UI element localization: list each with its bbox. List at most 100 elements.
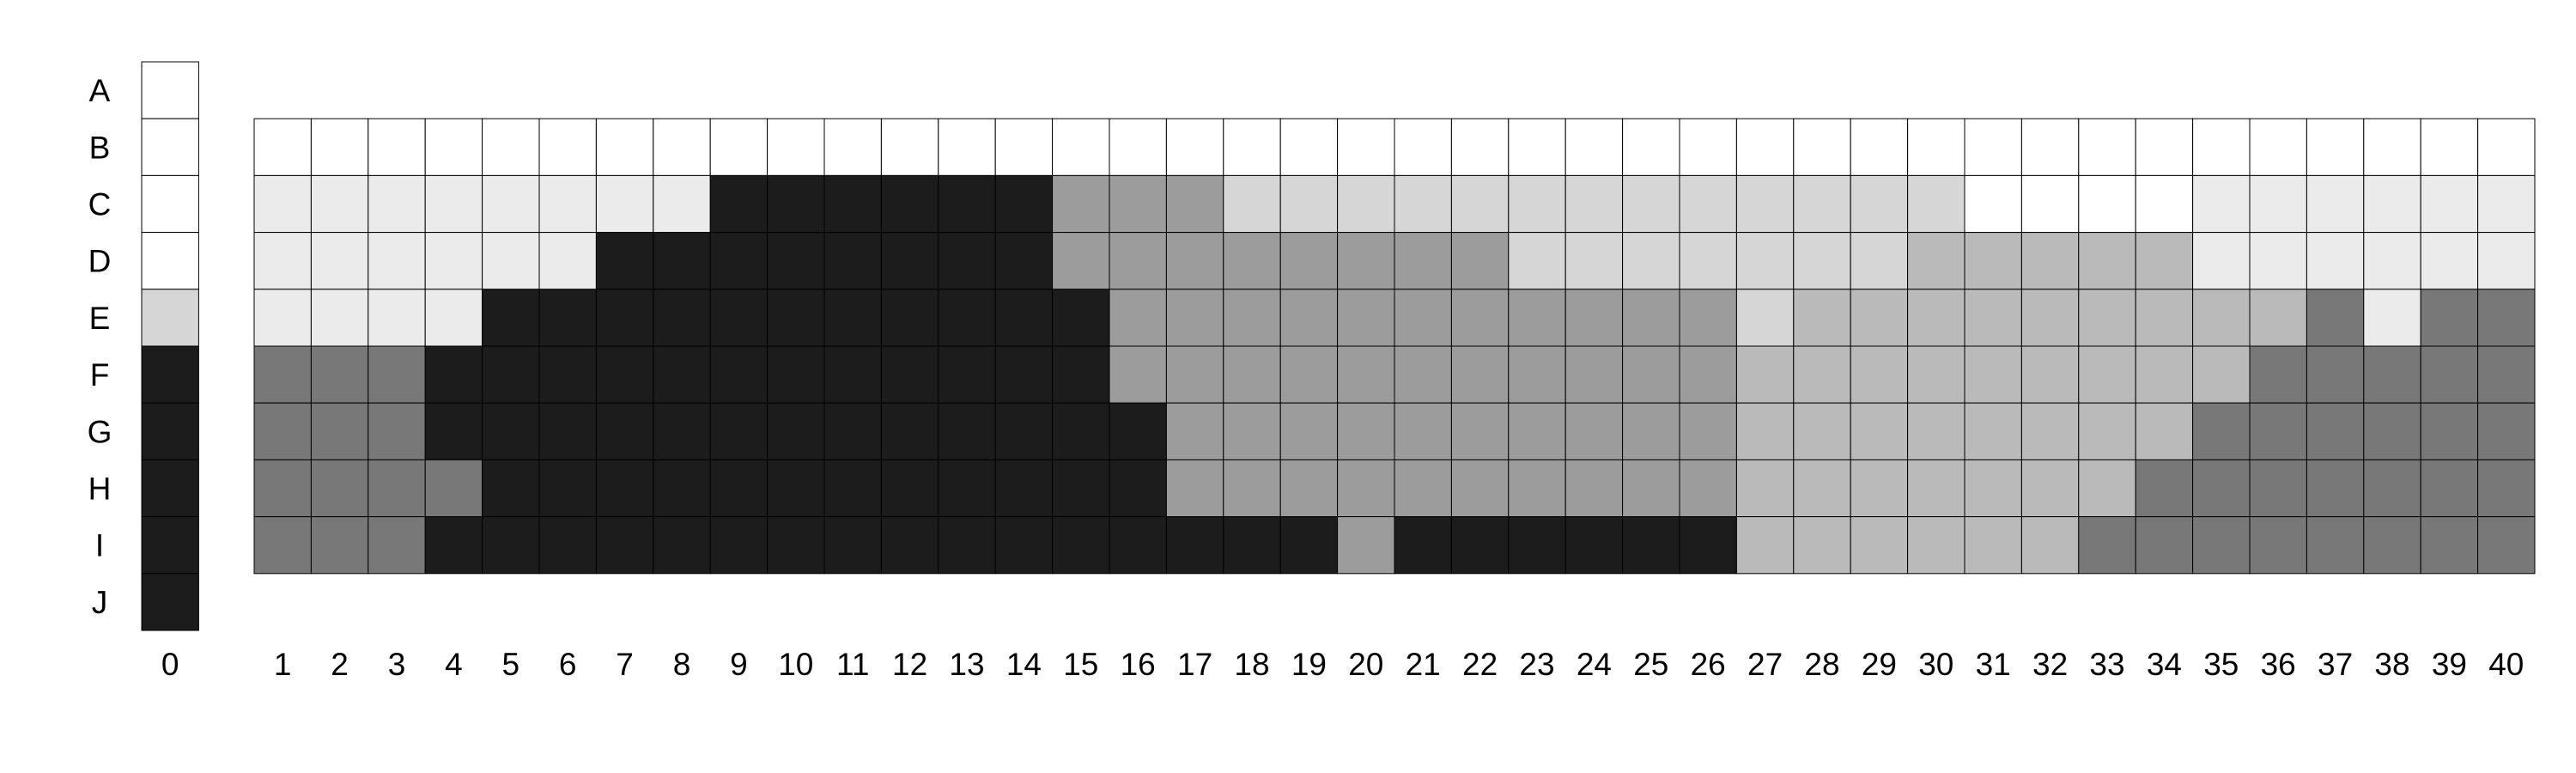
- heatmap-cell-F-22: [1450, 345, 1510, 404]
- heatmap-cell-E-28: [1793, 289, 1851, 347]
- heatmap-cell-D-39: [2420, 232, 2479, 290]
- heatmap-cell-H-5: [482, 459, 540, 518]
- heatmap-cell-F-11: [823, 345, 882, 404]
- heatmap-cell-B-30: [1907, 118, 1965, 176]
- heatmap-cell-D-32: [2020, 232, 2080, 290]
- heatmap-cell-D-14: [994, 232, 1054, 290]
- heatmap-cell-I-21: [1394, 516, 1452, 575]
- heatmap-cell-D-25: [1622, 232, 1680, 290]
- heatmap-cell-E-23: [1508, 289, 1566, 347]
- column-label-17: 17: [1177, 647, 1212, 682]
- heatmap-cell-C-39: [2420, 174, 2479, 234]
- heatmap-cell-E-2: [310, 289, 369, 347]
- heatmap-cell-B-8: [653, 118, 711, 176]
- heatmap-cell-B-16: [1109, 118, 1167, 176]
- heatmap-cell-I-9: [709, 516, 769, 575]
- heatmap-cell-I-17: [1165, 516, 1224, 575]
- column-label-27: 27: [1747, 647, 1783, 682]
- heatmap-cell-G-10: [767, 402, 825, 460]
- heatmap-cell-H-13: [938, 459, 996, 518]
- column-label-16: 16: [1121, 647, 1156, 682]
- column-label-23: 23: [1519, 647, 1554, 682]
- heatmap-cell-D-26: [1679, 232, 1737, 290]
- column-label-33: 33: [2089, 647, 2124, 682]
- column-label-11: 11: [836, 647, 869, 682]
- heatmap-cell-I-7: [595, 516, 654, 575]
- heatmap-cell-H-24: [1564, 459, 1624, 518]
- heatmap-cell-C-13: [938, 174, 996, 234]
- heatmap-cell-I-6: [538, 516, 597, 575]
- heatmap-cell-C-15: [1052, 174, 1110, 234]
- heatmap-cell-G-0: [141, 402, 199, 460]
- heatmap-cell-C-23: [1508, 174, 1566, 234]
- heatmap-cell-E-3: [368, 289, 426, 347]
- heatmap-cell-F-24: [1564, 345, 1624, 404]
- heatmap-cell-G-24: [1564, 402, 1624, 460]
- column-label-32: 32: [2032, 647, 2068, 682]
- heatmap-cell-B-21: [1394, 118, 1452, 176]
- heatmap-cell-F-27: [1735, 345, 1795, 404]
- heatmap-cell-D-33: [2078, 232, 2136, 290]
- heatmap-cell-D-12: [880, 232, 939, 290]
- heatmap-cell-B-4: [424, 118, 483, 176]
- heatmap-cell-C-7: [595, 174, 654, 234]
- heatmap-cell-F-35: [2192, 345, 2251, 404]
- column-label-12: 12: [892, 647, 927, 682]
- heatmap-cell-C-8: [653, 174, 711, 234]
- heatmap-cell-B-12: [880, 118, 939, 176]
- heatmap-cell-C-0: [141, 174, 199, 234]
- column-label-18: 18: [1234, 647, 1269, 682]
- heatmap-cell-F-17: [1165, 345, 1224, 404]
- heatmap-cell-B-11: [823, 118, 882, 176]
- heatmap-cell-H-30: [1907, 459, 1965, 518]
- heatmap-cell-E-7: [595, 289, 654, 347]
- heatmap-cell-D-40: [2477, 232, 2536, 290]
- heatmap-cell-H-23: [1508, 459, 1566, 518]
- heatmap-cell-H-18: [1223, 459, 1281, 518]
- heatmap-cell-C-3: [368, 174, 426, 234]
- heatmap-cell-H-3: [368, 459, 426, 518]
- heatmap-cell-F-25: [1622, 345, 1680, 404]
- heatmap-cell-G-20: [1337, 402, 1395, 460]
- heatmap-cell-H-14: [994, 459, 1054, 518]
- heatmap-cell-H-0: [141, 459, 199, 518]
- heatmap-cell-E-1: [253, 289, 312, 347]
- heatmap-cell-E-30: [1907, 289, 1965, 347]
- heatmap-cell-I-28: [1793, 516, 1851, 575]
- heatmap-cell-D-17: [1165, 232, 1224, 290]
- heatmap-cell-G-33: [2078, 402, 2136, 460]
- column-label-1: 1: [274, 647, 292, 682]
- heatmap-cell-F-19: [1279, 345, 1339, 404]
- heatmap-cell-B-31: [1964, 118, 2022, 176]
- heatmap-cell-C-12: [880, 174, 939, 234]
- heatmap-cell-G-12: [880, 402, 939, 460]
- heatmap-cell-E-4: [424, 289, 483, 347]
- column-label-35: 35: [2203, 647, 2239, 682]
- heatmap-cell-G-37: [2306, 402, 2365, 460]
- heatmap-cell-E-37: [2306, 289, 2365, 347]
- heatmap-cell-G-25: [1622, 402, 1680, 460]
- heatmap-cell-B-23: [1508, 118, 1566, 176]
- column-label-14: 14: [1006, 647, 1042, 682]
- column-label-6: 6: [559, 647, 577, 682]
- heatmap-cell-B-27: [1735, 118, 1795, 176]
- heatmap-cell-B-17: [1165, 118, 1224, 176]
- heatmap-cell-E-20: [1337, 289, 1395, 347]
- heatmap-cell-H-28: [1793, 459, 1851, 518]
- row-label-H: H: [88, 472, 112, 507]
- heatmap-cell-C-2: [310, 174, 369, 234]
- heatmap-cell-E-14: [994, 289, 1054, 347]
- heatmap-cell-B-0: [141, 118, 199, 176]
- heatmap-cell-G-28: [1793, 402, 1851, 460]
- heatmap-cell-F-29: [1850, 345, 1909, 404]
- heatmap-cell-F-12: [880, 345, 939, 404]
- column-label-8: 8: [673, 647, 691, 682]
- row-label-A: A: [89, 73, 111, 108]
- heatmap-cell-D-1: [253, 232, 312, 290]
- heatmap-cell-F-1: [253, 345, 312, 404]
- heatmap-cell-C-14: [994, 174, 1054, 234]
- heatmap-cell-I-30: [1907, 516, 1965, 575]
- heatmap-cell-G-34: [2135, 402, 2194, 460]
- heatmap-cell-C-26: [1679, 174, 1737, 234]
